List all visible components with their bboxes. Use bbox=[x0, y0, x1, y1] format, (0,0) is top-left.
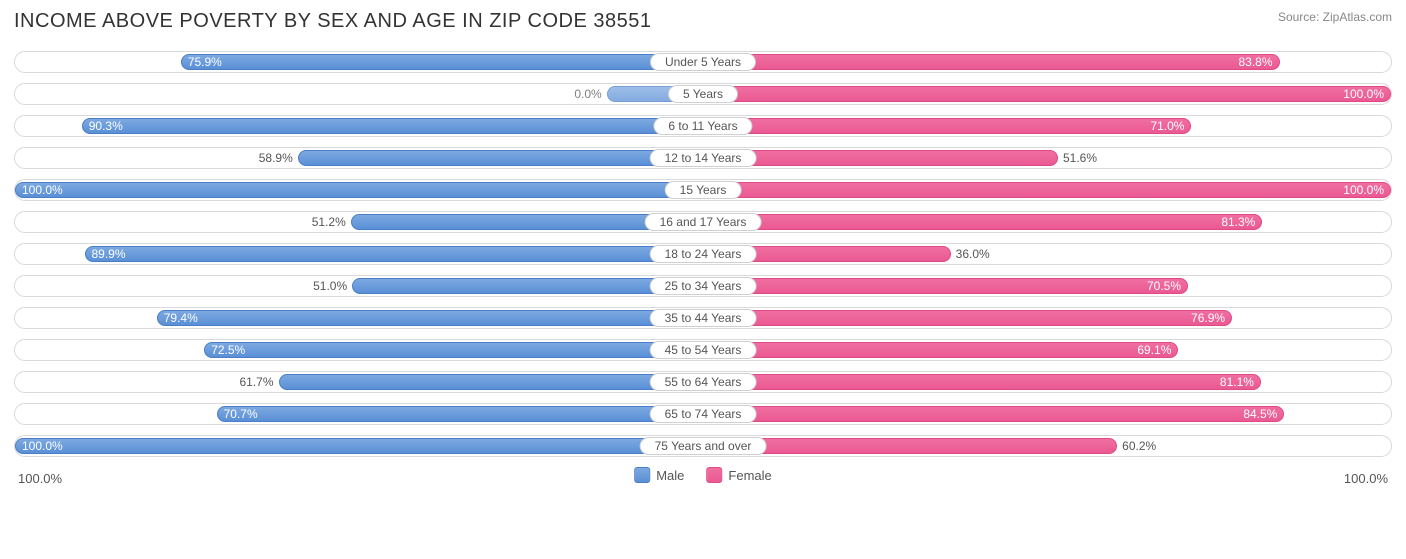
legend-female: Female bbox=[706, 467, 771, 483]
female-value-label: 69.1% bbox=[1137, 343, 1171, 357]
female-value-label: 84.5% bbox=[1243, 407, 1277, 421]
category-label: 18 to 24 Years bbox=[650, 245, 757, 263]
chart-row: 51.2% 81.3% 16 and 17 Years bbox=[14, 211, 1392, 233]
female-value-label: 70.5% bbox=[1147, 279, 1181, 293]
male-bar: 61.7% bbox=[279, 374, 703, 390]
chart-row: 0.0% 100.0% 5 Years bbox=[14, 83, 1392, 105]
male-bar: 75.9% bbox=[181, 54, 703, 70]
female-swatch-icon bbox=[706, 467, 722, 483]
male-bar: 79.4% bbox=[157, 310, 703, 326]
female-value-label: 81.1% bbox=[1220, 375, 1254, 389]
male-value-label: 100.0% bbox=[22, 183, 63, 197]
male-bar: 100.0% bbox=[15, 182, 703, 198]
category-label: 55 to 64 Years bbox=[650, 373, 757, 391]
male-bar: 90.3% bbox=[82, 118, 703, 134]
category-label: Under 5 Years bbox=[650, 53, 756, 71]
female-value-label: 100.0% bbox=[1343, 183, 1384, 197]
category-label: 12 to 14 Years bbox=[650, 149, 757, 167]
legend-male: Male bbox=[634, 467, 684, 483]
category-label: 5 Years bbox=[668, 85, 738, 103]
female-bar: 83.8% bbox=[703, 54, 1280, 70]
chart-row: 90.3% 71.0% 6 to 11 Years bbox=[14, 115, 1392, 137]
male-bar: 100.0% bbox=[15, 438, 703, 454]
category-label: 15 Years bbox=[665, 181, 742, 199]
male-value-label: 89.9% bbox=[92, 247, 126, 261]
female-value-label: 60.2% bbox=[1122, 439, 1156, 453]
chart-row: 89.9% 36.0% 18 to 24 Years bbox=[14, 243, 1392, 265]
female-bar: 100.0% bbox=[703, 182, 1391, 198]
male-bar: 72.5% bbox=[204, 342, 703, 358]
male-value-label: 100.0% bbox=[22, 439, 63, 453]
legend-female-label: Female bbox=[728, 468, 771, 483]
male-value-label: 61.7% bbox=[239, 375, 273, 389]
female-bar: 69.1% bbox=[703, 342, 1178, 358]
chart-footer: 100.0% Male Female 100.0% bbox=[14, 467, 1392, 491]
chart-row: 75.9% 83.8% Under 5 Years bbox=[14, 51, 1392, 73]
female-bar: 71.0% bbox=[703, 118, 1191, 134]
chart-row: 70.7% 84.5% 65 to 74 Years bbox=[14, 403, 1392, 425]
legend: Male Female bbox=[634, 467, 772, 483]
male-value-label: 90.3% bbox=[89, 119, 123, 133]
male-value-label: 72.5% bbox=[211, 343, 245, 357]
category-label: 6 to 11 Years bbox=[653, 117, 752, 135]
chart-source: Source: ZipAtlas.com bbox=[1278, 10, 1392, 24]
chart-row: 100.0% 100.0% 15 Years bbox=[14, 179, 1392, 201]
female-bar: 84.5% bbox=[703, 406, 1284, 422]
axis-label-right: 100.0% bbox=[1344, 471, 1388, 486]
chart-title: INCOME ABOVE POVERTY BY SEX AND AGE IN Z… bbox=[14, 10, 651, 33]
male-value-label: 58.9% bbox=[259, 151, 293, 165]
female-value-label: 83.8% bbox=[1239, 55, 1273, 69]
chart-row: 79.4% 76.9% 35 to 44 Years bbox=[14, 307, 1392, 329]
pyramid-chart: 75.9% 83.8% Under 5 Years 0.0% 100.0% 5 Years… bbox=[14, 51, 1392, 457]
chart-header: INCOME ABOVE POVERTY BY SEX AND AGE IN Z… bbox=[14, 10, 1392, 33]
category-label: 75 Years and over bbox=[640, 437, 767, 455]
female-value-label: 76.9% bbox=[1191, 311, 1225, 325]
axis-label-left: 100.0% bbox=[18, 471, 62, 486]
male-bar: 89.9% bbox=[85, 246, 704, 262]
male-value-label: 79.4% bbox=[164, 311, 198, 325]
male-swatch-icon bbox=[634, 467, 650, 483]
male-value-label: 75.9% bbox=[188, 55, 222, 69]
male-value-label: 51.2% bbox=[312, 215, 346, 229]
female-bar: 76.9% bbox=[703, 310, 1232, 326]
chart-row: 100.0% 60.2% 75 Years and over bbox=[14, 435, 1392, 457]
female-bar: 70.5% bbox=[703, 278, 1188, 294]
female-value-label: 51.6% bbox=[1063, 151, 1097, 165]
female-bar: 81.3% bbox=[703, 214, 1262, 230]
female-value-label: 100.0% bbox=[1343, 87, 1384, 101]
chart-row: 58.9% 51.6% 12 to 14 Years bbox=[14, 147, 1392, 169]
category-label: 16 and 17 Years bbox=[645, 213, 762, 231]
chart-row: 61.7% 81.1% 55 to 64 Years bbox=[14, 371, 1392, 393]
category-label: 45 to 54 Years bbox=[650, 341, 757, 359]
female-bar: 81.1% bbox=[703, 374, 1261, 390]
female-value-label: 36.0% bbox=[956, 247, 990, 261]
chart-row: 51.0% 70.5% 25 to 34 Years bbox=[14, 275, 1392, 297]
category-label: 65 to 74 Years bbox=[650, 405, 757, 423]
male-value-label: 70.7% bbox=[224, 407, 258, 421]
category-label: 35 to 44 Years bbox=[650, 309, 757, 327]
female-value-label: 81.3% bbox=[1221, 215, 1255, 229]
chart-row: 72.5% 69.1% 45 to 54 Years bbox=[14, 339, 1392, 361]
male-bar: 58.9% bbox=[298, 150, 703, 166]
category-label: 25 to 34 Years bbox=[650, 277, 757, 295]
male-value-label: 51.0% bbox=[313, 279, 347, 293]
female-bar: 100.0% bbox=[703, 86, 1391, 102]
legend-male-label: Male bbox=[656, 468, 684, 483]
male-value-label: 0.0% bbox=[574, 87, 601, 101]
male-bar: 70.7% bbox=[217, 406, 703, 422]
female-value-label: 71.0% bbox=[1150, 119, 1184, 133]
